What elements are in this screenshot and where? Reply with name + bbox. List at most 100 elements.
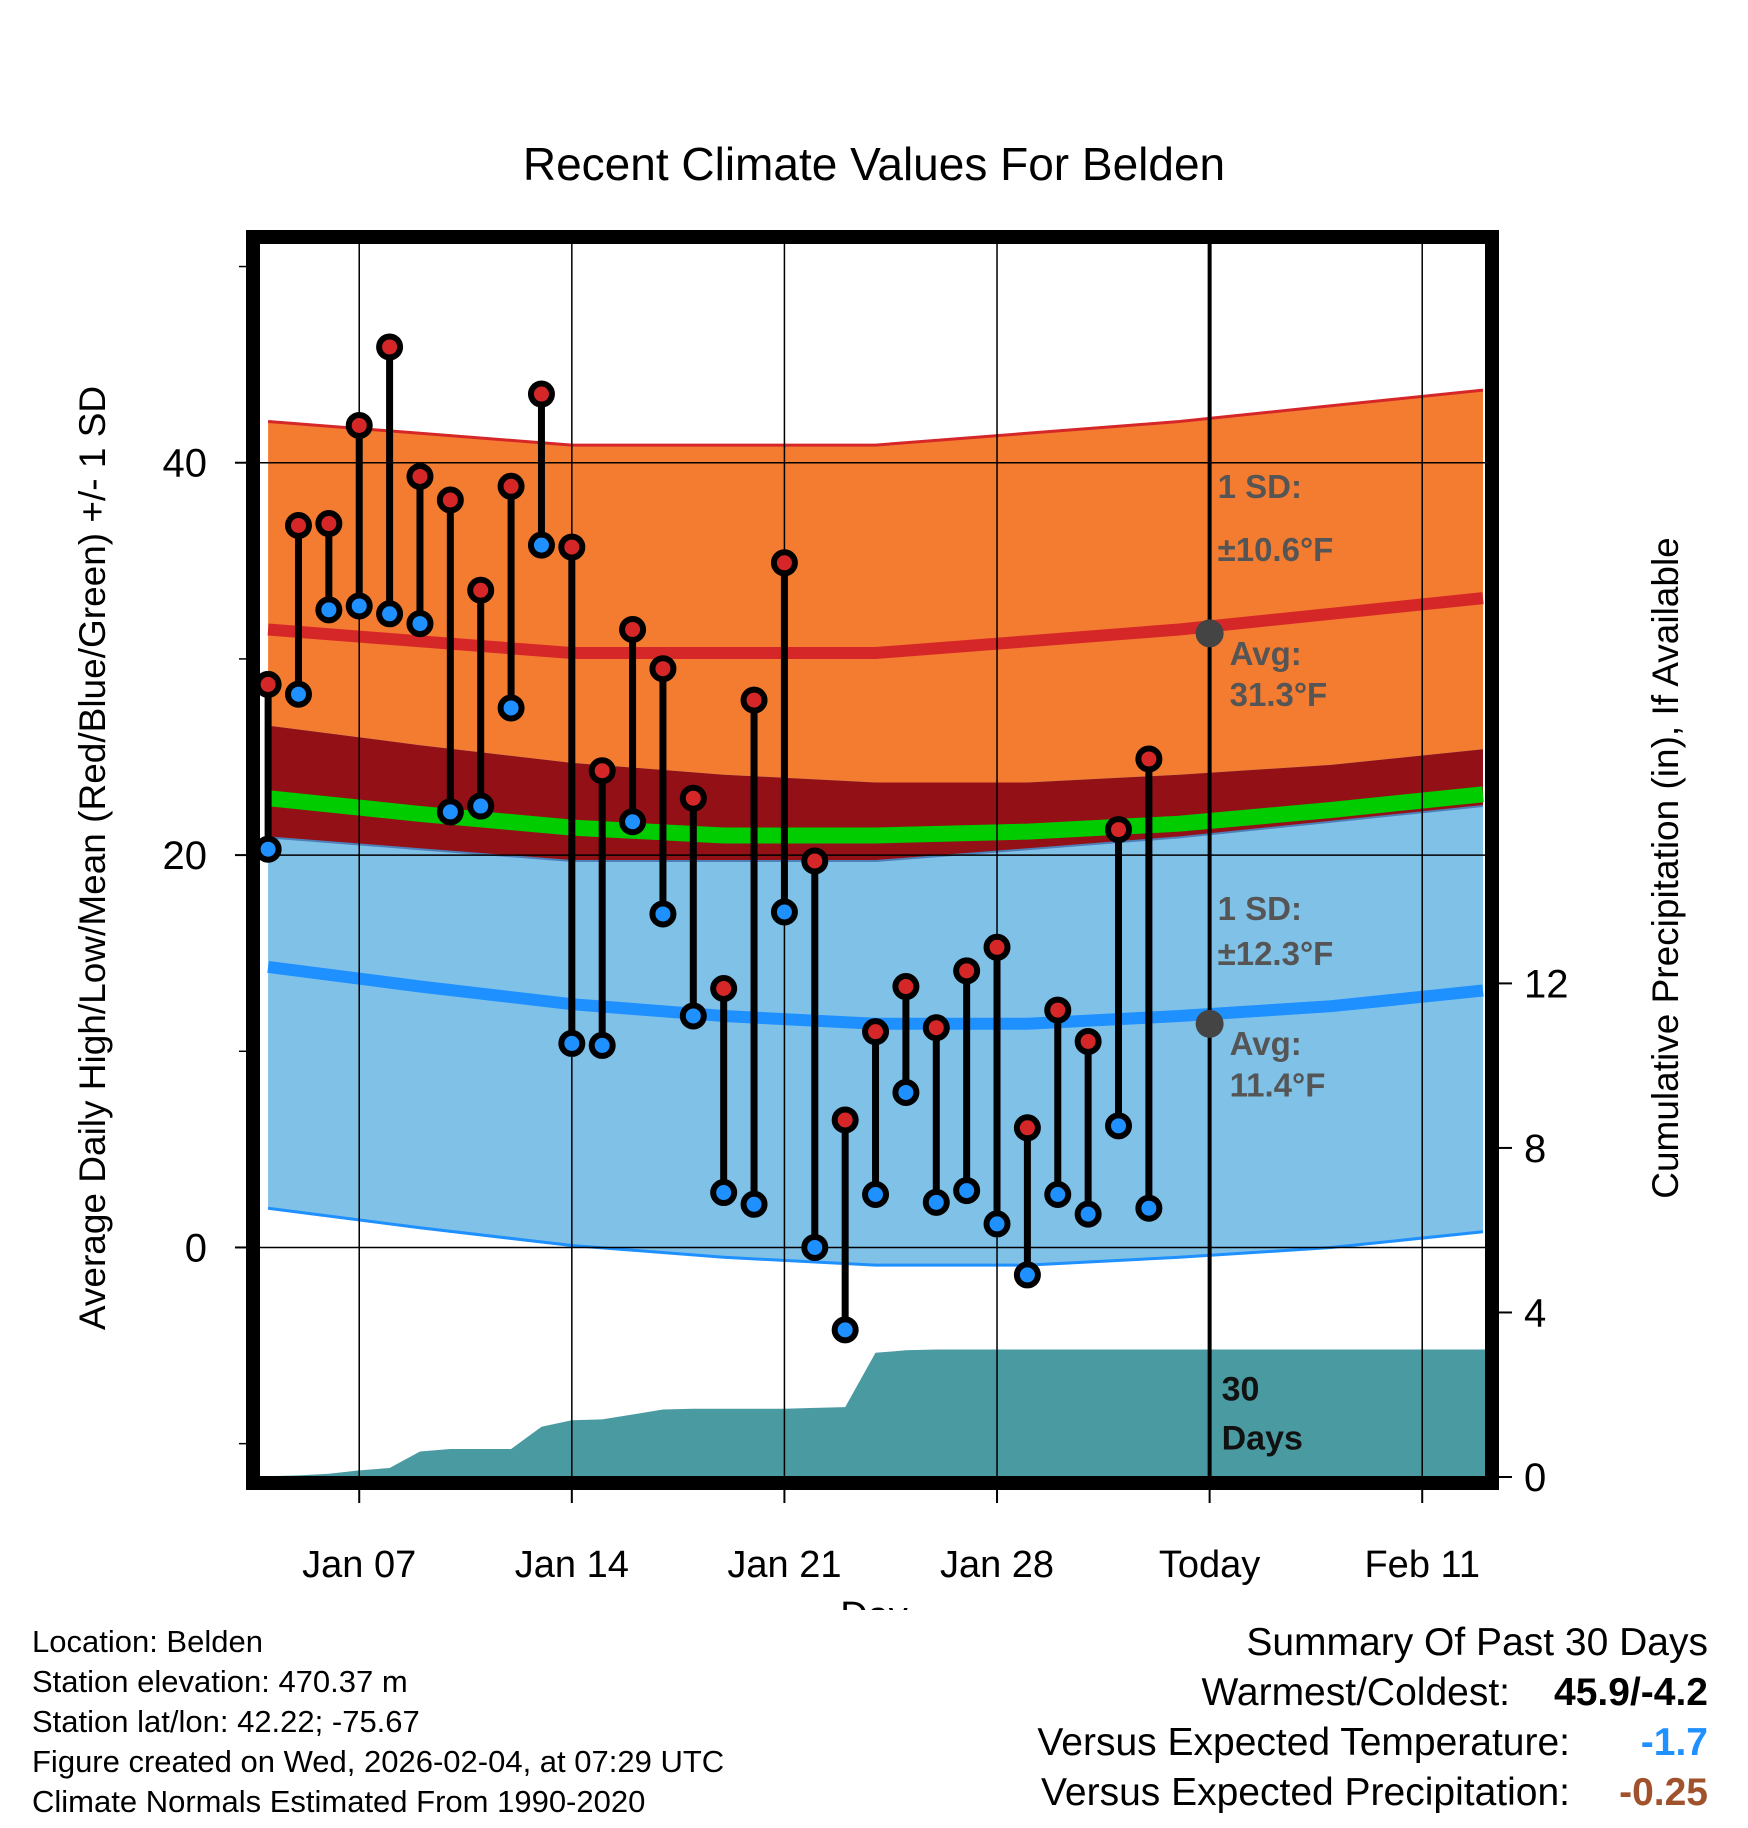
daily-high-point [284,512,312,540]
summary-temperature: Versus Expected Temperature: -1.7 [1037,1718,1708,1768]
low-avg-marker [1195,1009,1224,1038]
normals-text: Climate Normals Estimated From 1990-2020 [32,1784,646,1819]
daily-low-point [406,610,434,638]
y-left-tick-label-2: 40 [163,442,208,486]
daily-high-point [376,333,404,361]
daily-low-point [259,835,282,863]
y-right-tick-label-2: 8 [1524,1127,1546,1171]
low-sd-value: ±12.3°F [1218,935,1334,972]
x-tick-label-3: Jan 28 [940,1544,1054,1586]
normal-mean-line [267,786,1484,844]
y-left-tick-label-1: 20 [163,834,208,878]
high-sd-value: ±10.6°F [1218,531,1334,568]
daily-high-point [436,486,464,514]
daily-high-point [983,933,1011,961]
daily-low-point [679,1002,707,1030]
x-axis-label: Day [840,1595,908,1610]
daily-high-point [1013,1114,1041,1142]
daily-low-point [922,1188,950,1216]
station-info: Location: Belden Station elevation: 470.… [32,1622,724,1822]
y-axis-label-right: Cumulative Precipitation (in), If Availa… [1645,537,1686,1199]
daily-low-point [345,592,373,620]
daily-high-point [649,655,677,683]
daily-high-point [710,975,738,1003]
precip-value: -0.25 [1619,1771,1708,1814]
daily-low-point [831,1316,859,1344]
daily-low-point [467,792,495,820]
chart-title: Recent Climate Values For Belden [523,138,1225,190]
daily-high-point [892,973,920,1001]
daily-high-point [679,784,707,812]
latlon-text: Station lat/lon: 42.22; -75.67 [32,1704,420,1739]
daily-high-point [1105,816,1133,844]
daily-low-point [649,900,677,928]
daily-low-point [770,898,798,926]
daily-low-point [588,1031,616,1059]
summary-title: Summary Of Past 30 Days [1246,1621,1708,1664]
days-label-number: 30 [1222,1370,1260,1408]
x-tick-label-1: Jan 14 [515,1544,629,1586]
daily-high-point [770,549,798,577]
daily-low-point [376,600,404,628]
created-text: Figure created on Wed, 2026-02-04, at 07… [32,1744,725,1779]
daily-low-point [953,1177,981,1205]
daily-high-point [831,1106,859,1134]
cumulative-precip-area [268,1349,1486,1477]
daily-low-point [1074,1200,1102,1228]
daily-low-point [1044,1180,1072,1208]
summary-precipitation: Versus Expected Precipitation: -0.25 [1037,1768,1708,1818]
x-tick-label-2: Jan 21 [727,1544,841,1586]
daily-low-point [315,596,343,624]
daily-high-point [1074,1027,1102,1055]
daily-low-point [862,1180,890,1208]
daily-low-point [527,531,555,559]
daily-high-point [1044,996,1072,1024]
y-right-tick-label-0: 0 [1524,1456,1546,1500]
daily-high-point [527,380,555,408]
x-tick-label-0: Jan 07 [302,1544,416,1586]
daily-low-point [436,798,464,826]
x-tick-label-4: Today [1159,1544,1260,1586]
warmest-coldest-label: Warmest/Coldest: [1201,1671,1510,1714]
daily-high-point [406,462,434,490]
summary-panel: Summary Of Past 30 Days Warmest/Coldest:… [1037,1618,1708,1818]
high-avg-label: Avg: [1230,635,1302,672]
low-sd-lower-line [267,1206,1484,1267]
y-right-tick-label-1: 4 [1524,1291,1546,1335]
daily-high-point [588,757,616,785]
days-label-text: Days [1222,1420,1303,1458]
daily-low-point [558,1029,586,1057]
plot-area: 1 SD: ±10.6°F Avg: 31.3°F 1 SD: ±12.3°F Avg: 11… [259,243,1486,1477]
daily-low-point [1135,1194,1163,1222]
daily-high-point [315,510,343,538]
plot-frame [246,230,1499,1490]
daily-low-point [1105,1112,1133,1140]
location-text: Location: Belden [32,1624,263,1659]
summary-warmest-coldest: Warmest/Coldest: 45.9/-4.2 [1037,1668,1708,1718]
daily-high-point [558,533,586,561]
low-avg-label: Avg: [1230,1025,1302,1062]
daily-high-point [922,1014,950,1042]
daily-high-point [259,670,282,698]
high-sd-upper-line [267,388,1484,447]
daily-high-point [619,615,647,643]
daily-high-point [497,472,525,500]
low-sd-label: 1 SD: [1218,890,1302,927]
daily-high-point [1135,745,1163,773]
daily-high-point [862,1018,890,1046]
climate-chart: 1 SD: ±10.6°F Avg: 31.3°F 1 SD: ±12.3°F Avg: 11… [72,138,1686,1610]
daily-low-point [740,1190,768,1218]
daily-high-point [740,686,768,714]
daily-low-point [1013,1261,1041,1289]
warmest-coldest-value: 45.9/-4.2 [1554,1671,1708,1714]
temp-value: -1.7 [1640,1721,1708,1764]
y-left-tick-label-0: 0 [185,1226,207,1270]
y-axis-label-left: Average Daily High/Low/Mean (Red/Blue/Gr… [72,386,113,1330]
daily-low-point [801,1233,829,1261]
daily-high-point [345,411,373,439]
daily-low-point [284,680,312,708]
high-sd-label: 1 SD: [1218,468,1302,505]
daily-low-point [619,808,647,836]
normal-high-line [267,592,1484,659]
daily-low-point [983,1210,1011,1238]
